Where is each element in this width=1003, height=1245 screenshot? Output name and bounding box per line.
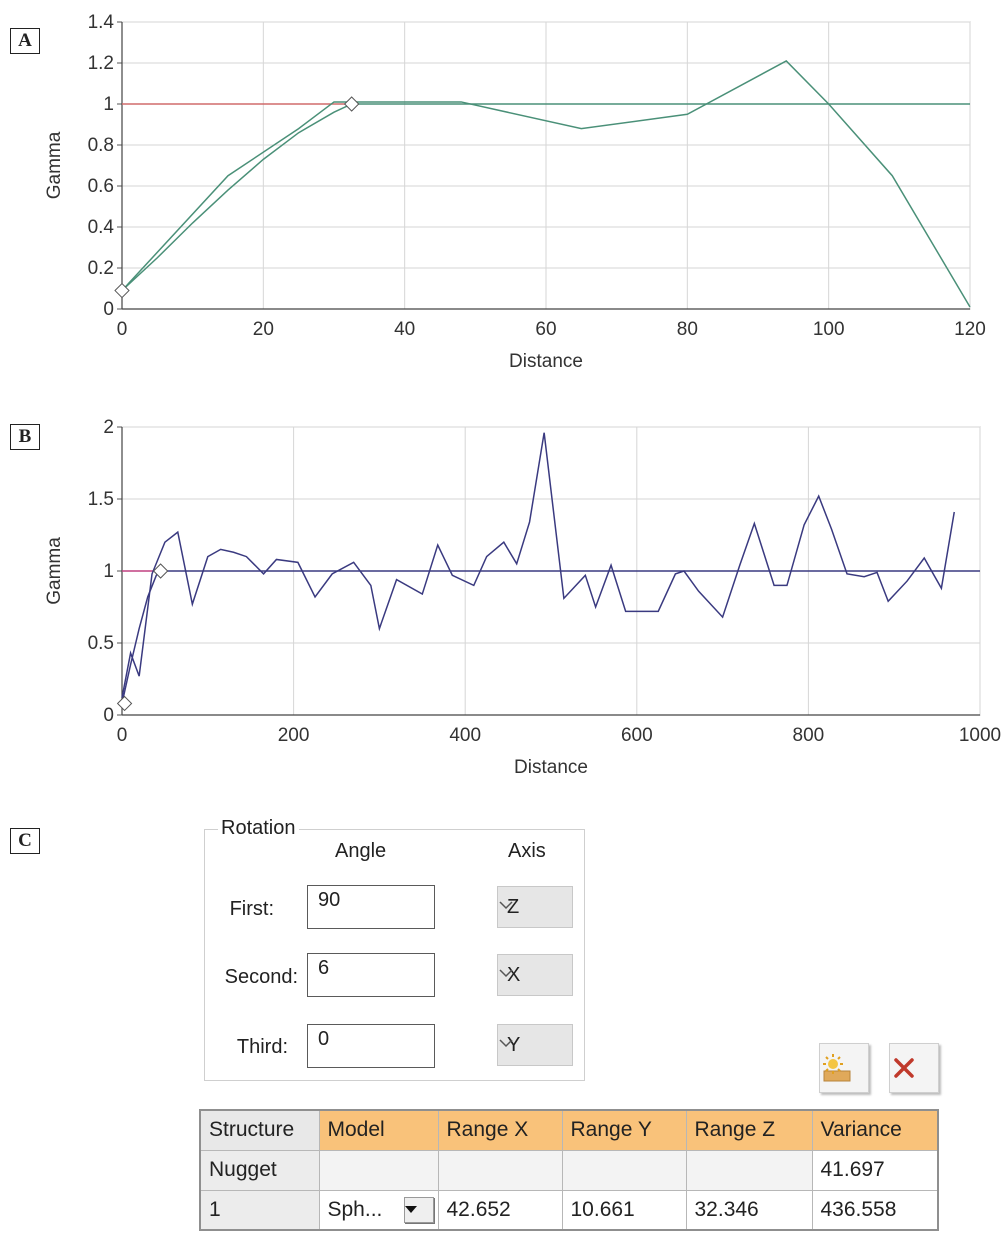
y-axis-label: Gamma — [44, 131, 65, 199]
model-variogram-line — [121, 103, 970, 292]
third-label: Third: — [236, 1036, 288, 1058]
structures-table: Structure Model Range X Range Y Range Z … — [199, 1109, 939, 1231]
delete-icon — [894, 1058, 914, 1078]
x-tick-label: 200 — [278, 725, 310, 746]
y-tick-label: 0.5 — [88, 633, 114, 654]
table-row: Nugget 41.697 — [199, 1149, 939, 1191]
y-tick-label: 1 — [103, 561, 114, 582]
chevron-down-icon — [499, 901, 513, 910]
table-row: 1 Sph... 42.652 10.661 32.346 436.558 — [199, 1189, 939, 1231]
x-tick-label: 800 — [793, 725, 825, 746]
y-tick-label: 0.8 — [88, 135, 114, 156]
header-range-z[interactable]: Range Z — [685, 1109, 813, 1151]
row1-range-z-cell[interactable]: 32.346 — [685, 1189, 813, 1231]
x-axis-label: Distance — [509, 351, 583, 372]
nugget-range-z-cell[interactable] — [685, 1149, 813, 1191]
x-tick-label: 0 — [117, 319, 128, 340]
row1-structure-cell[interactable]: 1 — [199, 1189, 320, 1231]
header-range-x[interactable]: Range X — [437, 1109, 563, 1151]
diamond-marker — [114, 282, 130, 299]
diamond-marker — [116, 695, 133, 712]
header-model[interactable]: Model — [318, 1109, 439, 1151]
second-axis-select[interactable]: X — [497, 954, 573, 996]
y-tick-label: 0 — [103, 299, 114, 320]
y-tick-label: 1 — [103, 94, 114, 115]
y-tick-label: 1.2 — [88, 53, 114, 74]
add-structure-button[interactable] — [819, 1043, 869, 1093]
nugget-variance-cell[interactable]: 41.697 — [811, 1149, 939, 1191]
second-angle-input[interactable]: 6 — [307, 953, 435, 997]
x-tick-label: 400 — [449, 725, 481, 746]
header-range-y[interactable]: Range Y — [561, 1109, 687, 1151]
panel-label-b: B — [10, 424, 40, 450]
panel-label-c: C — [10, 828, 40, 854]
nugget-structure-cell[interactable]: Nugget — [199, 1149, 320, 1191]
diamond-marker — [152, 563, 169, 579]
x-axis-label: Distance — [514, 757, 588, 778]
x-tick-label: 0 — [117, 725, 128, 746]
x-tick-label: 600 — [621, 725, 653, 746]
add-structure-icon — [823, 1054, 851, 1082]
first-axis-value: Z — [507, 895, 520, 918]
header-structure[interactable]: Structure — [199, 1109, 320, 1151]
first-angle-input[interactable]: 90 — [307, 885, 435, 929]
nugget-range-x-cell[interactable] — [437, 1149, 563, 1191]
y-tick-label: 2 — [103, 417, 114, 438]
y-axis-label: Gamma — [44, 537, 65, 605]
variogram-chart-b: 0 200 400 600 800 1000 0 0.5 1 1.5 2 Distance Gamma — [44, 417, 1001, 778]
third-angle-input[interactable]: 0 — [307, 1024, 435, 1068]
axis-header: Axis — [508, 840, 546, 862]
x-tick-label: 1000 — [959, 725, 1001, 746]
panel-label-a: A — [10, 28, 40, 54]
experimental-variogram-line — [121, 432, 955, 698]
x-tick-label: 20 — [253, 319, 274, 340]
row1-range-x-cell[interactable]: 42.652 — [437, 1189, 563, 1231]
row1-variance-cell[interactable]: 436.558 — [811, 1189, 939, 1231]
second-axis-value: X — [507, 963, 521, 986]
table-header-row: Structure Model Range X Range Y Range Z … — [199, 1109, 939, 1151]
chevron-down-icon — [499, 1039, 513, 1048]
y-tick-label: 0.4 — [88, 217, 115, 238]
y-tick-label: 0.2 — [88, 258, 114, 279]
first-axis-select[interactable]: Z — [497, 886, 573, 928]
second-label: Second: — [224, 966, 298, 988]
third-axis-value: Y — [507, 1033, 521, 1056]
header-variance[interactable]: Variance — [811, 1109, 939, 1151]
x-tick-label: 120 — [954, 319, 986, 340]
row1-model-cell[interactable]: Sph... — [318, 1189, 439, 1231]
first-label: First: — [229, 898, 274, 920]
y-tick-label: 1.4 — [88, 12, 115, 33]
experimental-variogram-line — [121, 60, 971, 308]
diamond-marker — [343, 96, 360, 112]
x-tick-label: 80 — [677, 319, 698, 340]
rotation-title: Rotation — [218, 817, 299, 840]
chevron-down-icon — [499, 969, 513, 978]
nugget-range-y-cell[interactable] — [561, 1149, 687, 1191]
model-dropdown-button[interactable] — [403, 1196, 434, 1223]
variogram-chart-a: 0 20 40 60 80 100 120 0 0.2 0.4 0.6 0.8 1 1.2 1.4 Dista… — [44, 12, 986, 372]
rotation-group — [204, 829, 585, 1081]
y-tick-label: 1.5 — [88, 489, 114, 510]
y-tick-label: 0.6 — [88, 176, 114, 197]
x-tick-label: 60 — [535, 319, 556, 340]
dropdown-arrow-icon — [404, 1205, 417, 1213]
angle-header: Angle — [335, 840, 387, 862]
y-tick-label: 0 — [103, 705, 114, 726]
x-tick-label: 100 — [813, 319, 845, 340]
x-tick-label: 40 — [394, 319, 415, 340]
third-axis-select[interactable]: Y — [497, 1024, 573, 1066]
nugget-model-cell[interactable] — [318, 1149, 439, 1191]
row1-model-value: Sph... — [327, 1197, 383, 1221]
row1-range-y-cell[interactable]: 10.661 — [561, 1189, 687, 1231]
delete-structure-button[interactable] — [889, 1043, 939, 1093]
